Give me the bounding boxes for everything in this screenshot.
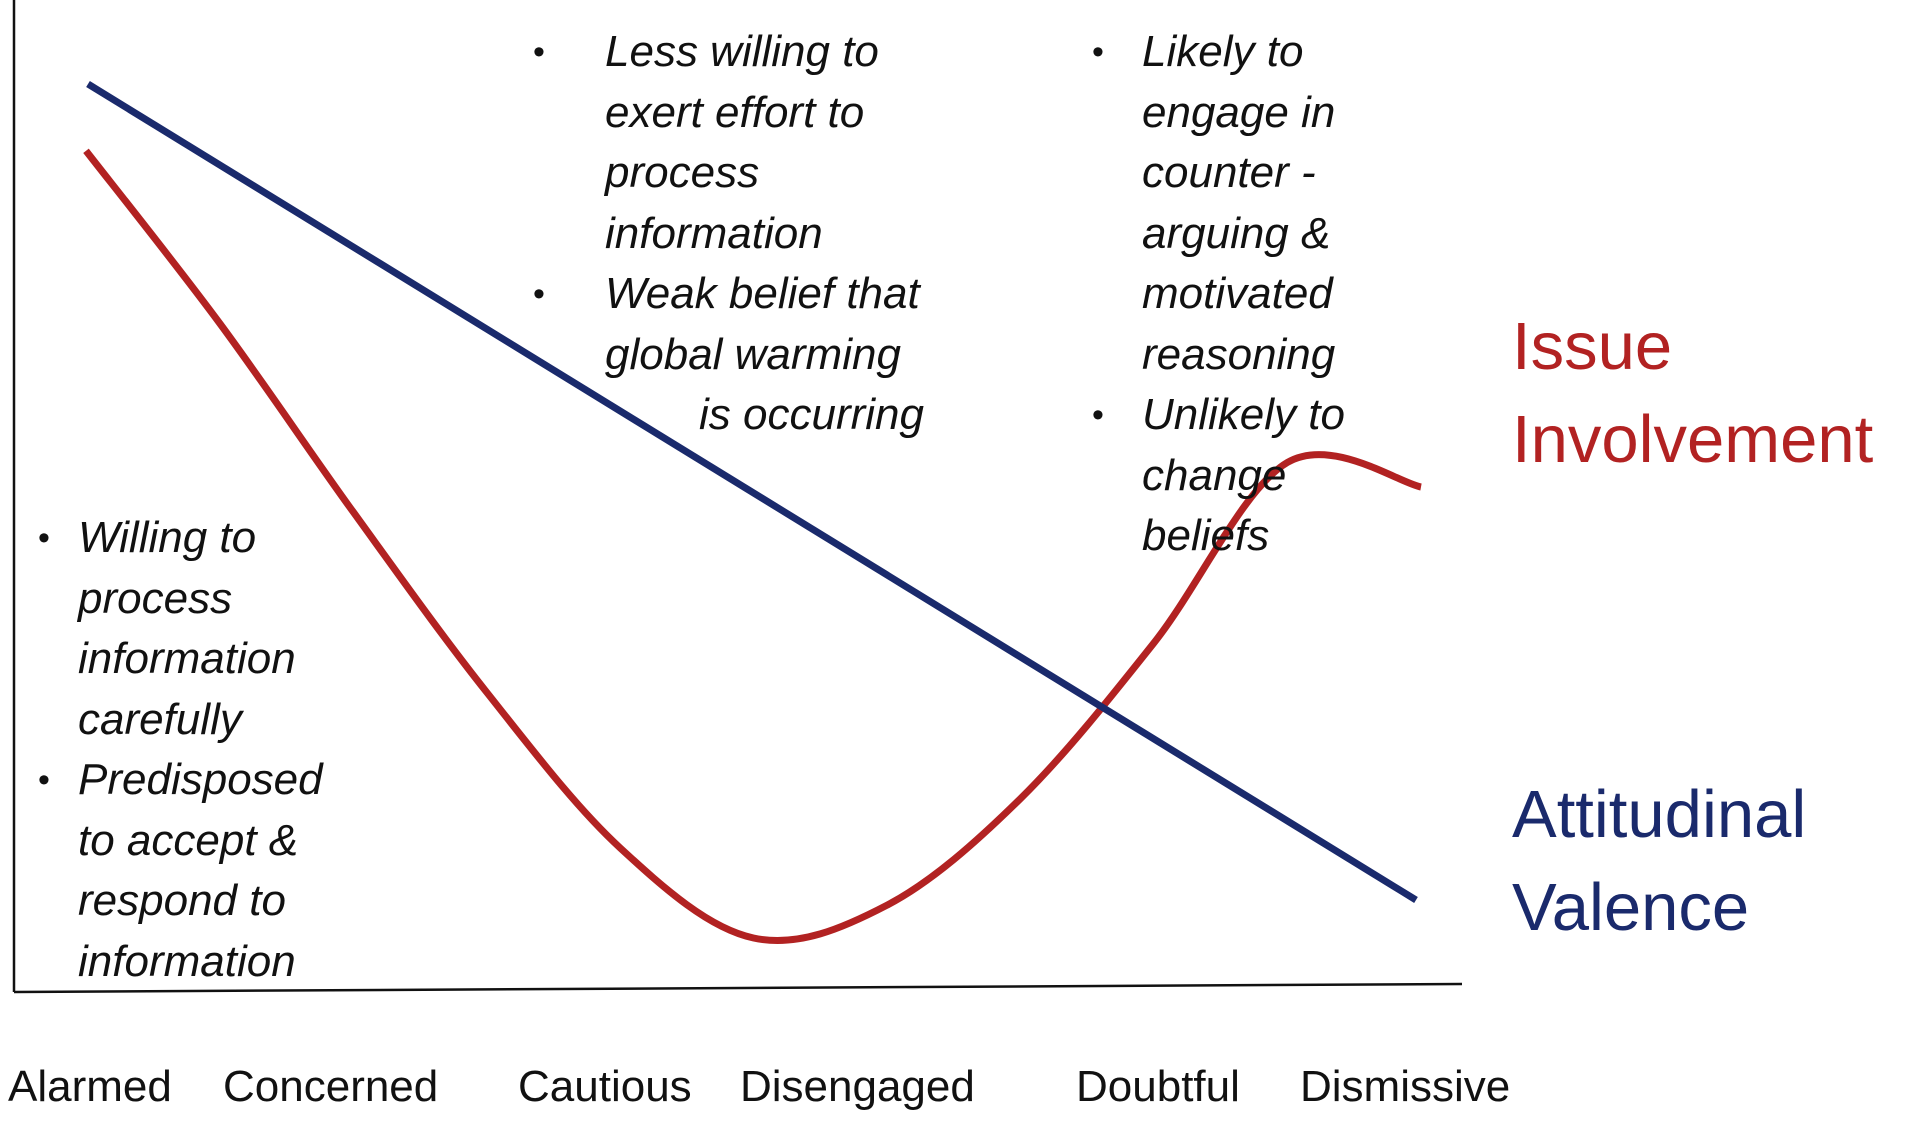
issue-involvement-label: Issue Involvement xyxy=(1512,300,1873,486)
line: Willing to xyxy=(78,513,257,562)
bullet-middle-2: Weak belief that global warming is occur… xyxy=(533,264,1013,446)
x-tick-label: Cautious xyxy=(518,1062,692,1111)
line: to accept & xyxy=(78,815,299,865)
label-line: Attitudinal xyxy=(1512,777,1807,852)
line: counter - xyxy=(1142,148,1316,197)
line: information xyxy=(605,208,823,258)
bullet-right-1: Likely to engage in counter - arguing & … xyxy=(1092,22,1422,385)
x-tick-label: Dismissive xyxy=(1300,1062,1511,1111)
line: Predisposed xyxy=(78,755,323,804)
line: exert effort to xyxy=(605,87,865,137)
line: carefully xyxy=(78,694,242,744)
line: beliefs xyxy=(1142,511,1270,560)
x-axis-labels: Alarmed Concerned Cautious Disengaged Do… xyxy=(0,1062,1918,1122)
line: arguing & xyxy=(1142,208,1331,258)
line: motivated xyxy=(1142,269,1333,318)
line: respond to xyxy=(78,876,286,925)
label-line: Issue xyxy=(1512,309,1673,384)
annotation-right: Likely to engage in counter - arguing & … xyxy=(1092,22,1422,567)
line: engage in xyxy=(1142,87,1336,137)
line: Likely to xyxy=(1142,27,1304,76)
line: Unlikely to xyxy=(1142,390,1345,439)
x-tick-label: Doubtful xyxy=(1076,1062,1240,1111)
line: information xyxy=(78,936,296,986)
line: global warming xyxy=(605,329,901,379)
bullet-left-2: Predisposed to accept & respond to infor… xyxy=(38,750,398,992)
line: reasoning xyxy=(1142,329,1336,379)
line: Weak belief that xyxy=(605,269,920,318)
series-layer xyxy=(83,81,1422,944)
x-tick-label: Alarmed xyxy=(8,1062,172,1111)
bullet-left-1: Willing to process information carefully xyxy=(38,508,398,750)
label-line: Involvement xyxy=(1512,402,1874,477)
line: process xyxy=(605,148,760,197)
line: information xyxy=(78,634,296,683)
x-tick-label: Disengaged xyxy=(740,1062,975,1111)
label-line: Valence xyxy=(1512,870,1750,945)
issue-involvement-line xyxy=(83,148,1422,944)
line: process xyxy=(78,573,233,623)
attitudinal-valence-line xyxy=(86,81,1418,903)
line: Less willing to xyxy=(605,27,879,76)
line: change xyxy=(1142,450,1287,500)
bullet-right-2: Unlikely to change beliefs xyxy=(1092,385,1422,567)
attitudinal-valence-label: Attitudinal Valence xyxy=(1512,768,1806,954)
annotation-middle: Less willing to exert effort to process … xyxy=(533,22,1013,446)
bullet-middle-1: Less willing to exert effort to process … xyxy=(533,22,1013,264)
line: is occurring xyxy=(699,390,924,439)
annotation-left: Willing to process information carefully… xyxy=(38,508,398,992)
x-tick-label: Concerned xyxy=(223,1062,439,1111)
